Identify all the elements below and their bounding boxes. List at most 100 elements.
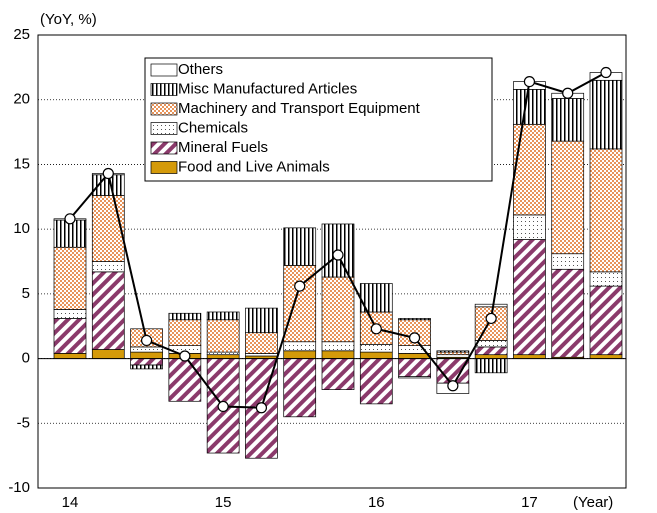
legend-label: Food and Live Animals: [178, 158, 330, 175]
bar-segment: [589, 354, 623, 359]
total-point: [523, 75, 536, 88]
bar-segment: [130, 358, 163, 366]
y-tick-label: 0: [22, 350, 30, 367]
bar-segment: [206, 319, 240, 353]
bar-segment: [474, 340, 508, 348]
legend-label: Machinery and Transport Equipment: [178, 100, 421, 117]
bar-segment: [513, 239, 546, 356]
legend-label: Misc Manufactured Articles: [178, 80, 357, 97]
bar-segment: [283, 358, 317, 418]
bar-segment: [168, 358, 202, 402]
bar-segment: [589, 285, 623, 356]
bar-segment: [474, 358, 508, 374]
bar-segment: [551, 140, 585, 255]
y-tick-label: 10: [13, 220, 30, 237]
bar-segment: [589, 271, 623, 287]
y-tick-label: 25: [13, 26, 30, 43]
y-tick-label: 15: [13, 155, 30, 172]
x-tick-label: 15: [215, 494, 232, 511]
bar-segment: [589, 148, 623, 273]
bar-segment: [551, 98, 585, 142]
total-point: [102, 167, 114, 180]
bar-segment: [53, 318, 87, 354]
total-point: [255, 402, 268, 414]
bar-segment: [359, 311, 393, 345]
bar-segment: [245, 332, 278, 354]
bar-segment: [206, 311, 240, 321]
total-point: [562, 87, 574, 99]
bar-segment: [130, 364, 163, 370]
bar-segment: [245, 353, 278, 357]
bar-segment: [398, 353, 431, 359]
bar-segment: [91, 349, 125, 359]
total-point: [408, 332, 421, 344]
bar-segment: [474, 303, 508, 308]
total-point: [140, 334, 153, 347]
bar-segment: [206, 351, 240, 356]
bar-segment: [436, 351, 470, 356]
total-point: [447, 380, 459, 392]
bar-segment: [53, 246, 87, 310]
total-point: [217, 400, 229, 413]
bar-segment: [321, 276, 355, 343]
y-axis-label: (YoY, %): [40, 11, 97, 28]
bar-segment: [53, 219, 87, 248]
bar-segment: [436, 350, 470, 353]
x-axis-label: (Year): [573, 494, 613, 511]
legend-swatch: [150, 161, 178, 174]
bar-segment: [513, 354, 546, 359]
bar-segment: [283, 227, 317, 266]
bar-segment: [513, 89, 546, 125]
bar-segment: [513, 123, 546, 216]
x-tick-label: 14: [62, 494, 79, 511]
bar-segment: [359, 351, 393, 359]
legend-label: Others: [178, 61, 223, 78]
bar-segment: [245, 307, 278, 334]
y-tick-label: -5: [17, 414, 30, 431]
bar-segment: [398, 318, 431, 321]
total-point: [64, 213, 76, 225]
y-tick-label: -10: [8, 479, 30, 496]
bar-segment: [283, 341, 317, 352]
legend-swatch: [150, 122, 178, 135]
bar-segment: [283, 350, 317, 359]
bar-segment: [589, 79, 623, 150]
bar-segment: [551, 268, 585, 358]
legend-label: Mineral Fuels: [178, 139, 268, 156]
bar-segment: [53, 309, 87, 319]
bar-segment: [398, 358, 431, 378]
total-point: [294, 280, 306, 292]
bar-segment: [359, 343, 393, 353]
legend-swatch: [150, 63, 178, 77]
bar-segment: [321, 350, 355, 359]
y-tick-label: 20: [13, 91, 30, 108]
x-tick-label: 17: [521, 494, 538, 511]
bar-segment: [551, 253, 585, 270]
bar-segment: [474, 346, 508, 356]
legend-box: [144, 57, 493, 182]
bar-segment: [168, 312, 202, 321]
bar-segment: [359, 358, 393, 405]
bar-segment: [321, 341, 355, 352]
x-tick-label: 16: [368, 494, 385, 511]
bar-segment: [168, 319, 202, 346]
bar-segment: [206, 354, 240, 359]
total-point: [332, 249, 344, 261]
legend-swatch: [150, 102, 178, 116]
bar-segment: [513, 214, 546, 240]
bar-segment: [321, 358, 355, 390]
bar-segment: [53, 353, 87, 359]
bar-segment: [130, 346, 163, 353]
legend-swatch: [150, 141, 178, 155]
bar-segment: [436, 354, 470, 358]
legend-swatch: [150, 83, 178, 96]
bar-segment: [91, 195, 125, 262]
bar-segment: [91, 271, 125, 350]
legend-label: Chemicals: [178, 119, 248, 136]
y-tick-label: 5: [22, 285, 30, 302]
bar-segment: [474, 354, 508, 359]
bar-segment: [91, 261, 125, 273]
bar-segment: [130, 351, 163, 359]
total-point: [600, 66, 612, 79]
